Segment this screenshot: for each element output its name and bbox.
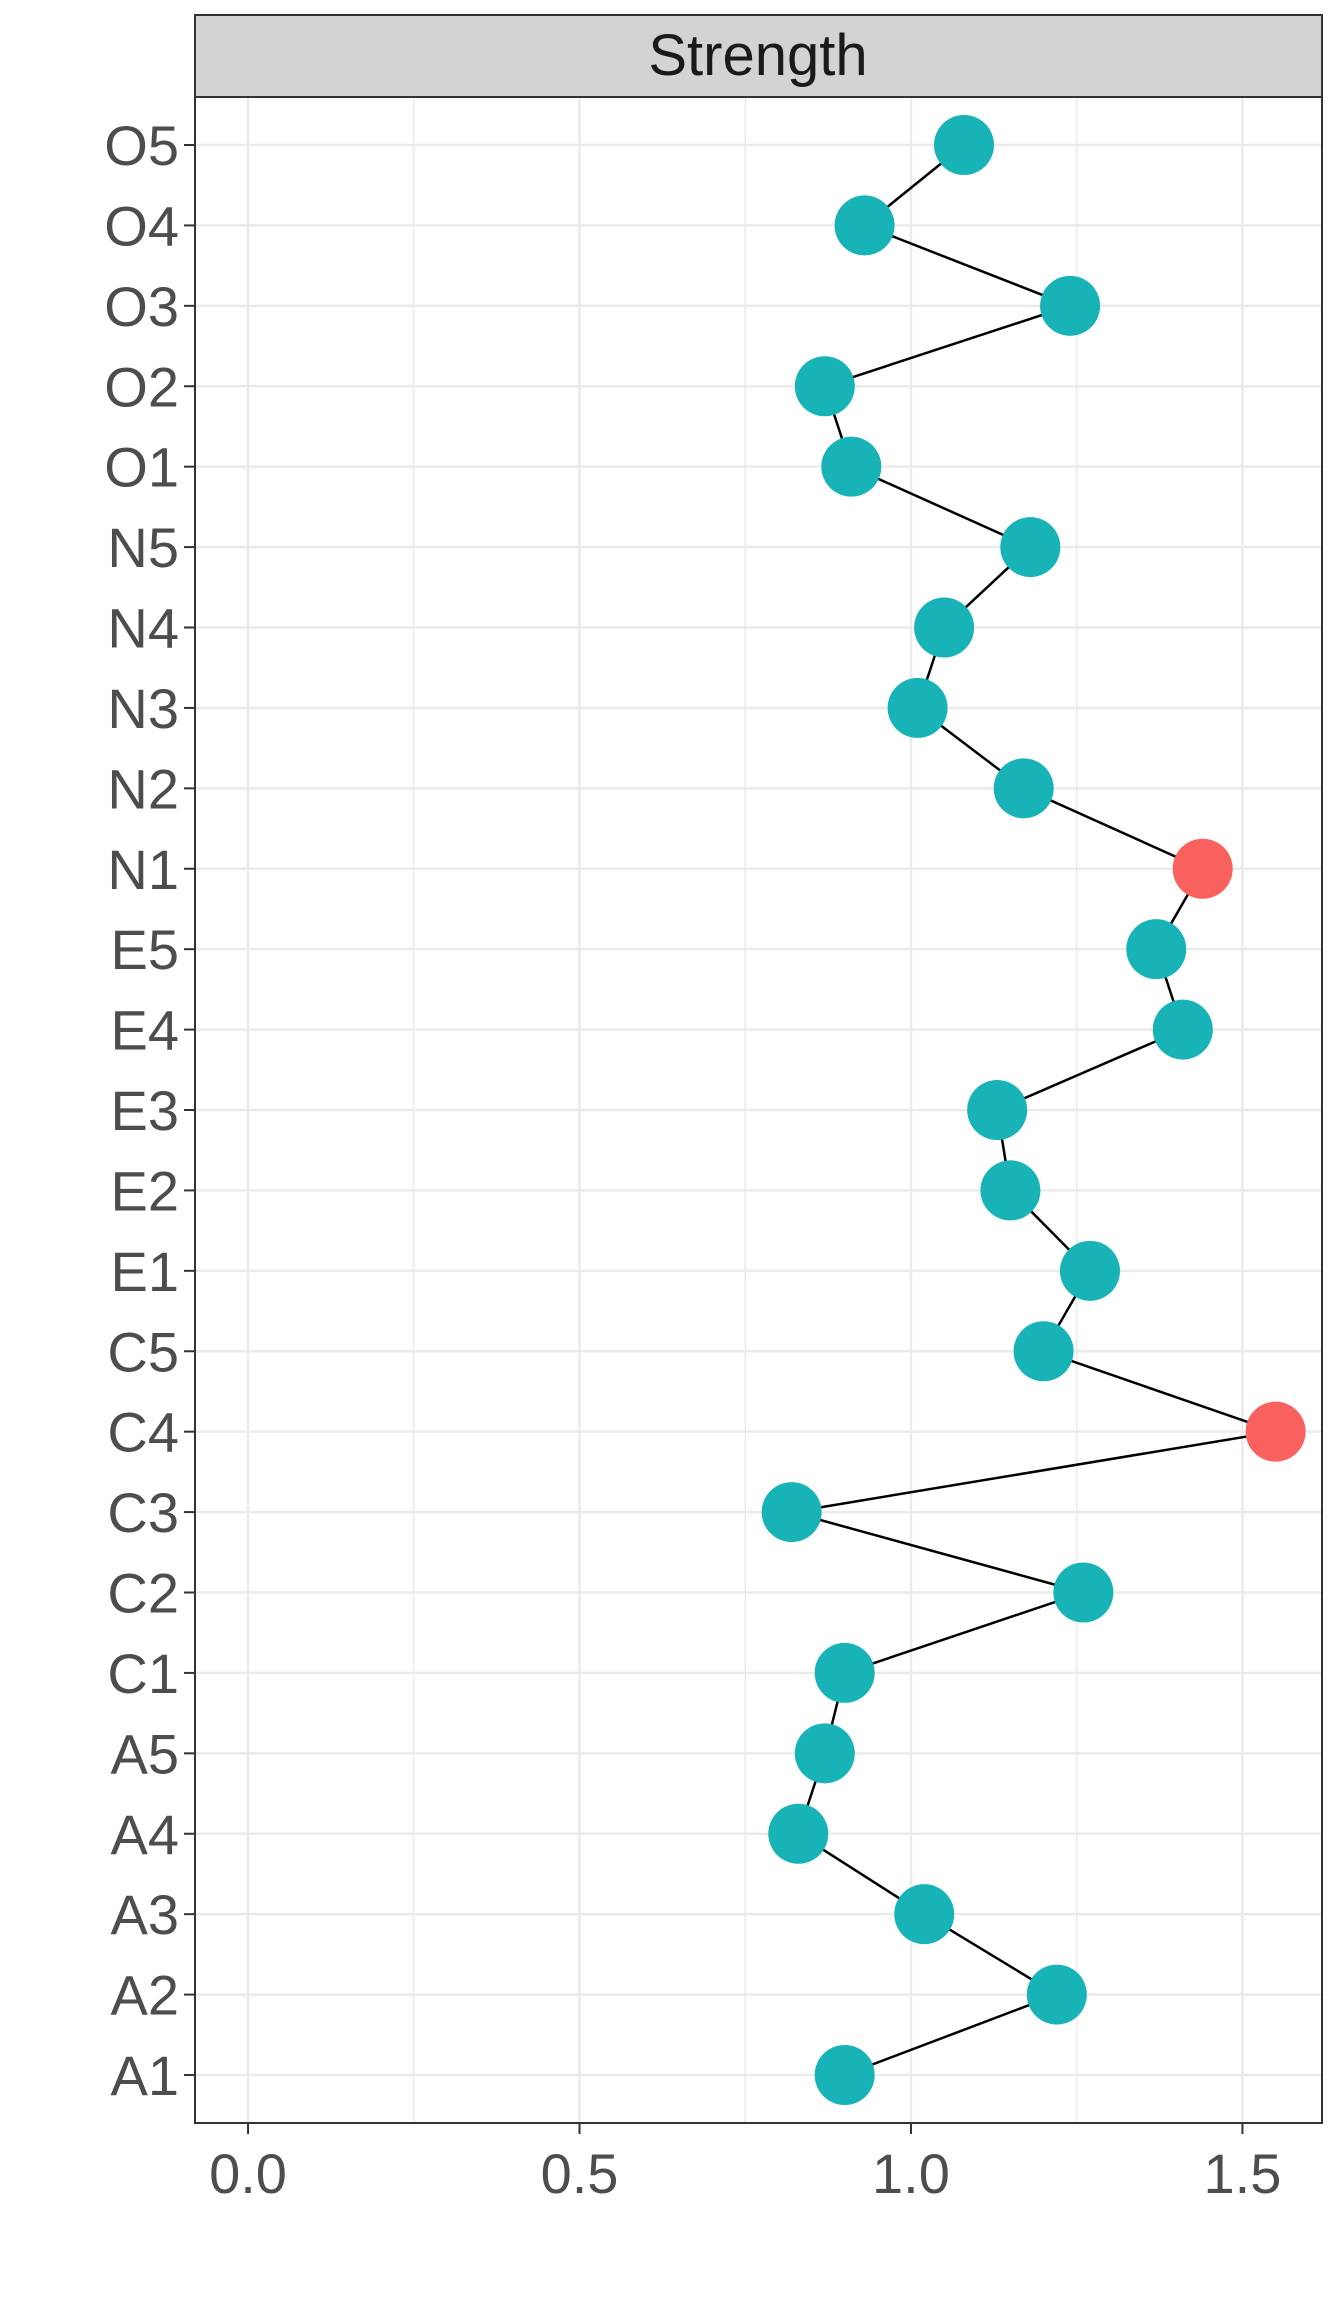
- x-tick-label: 1.0: [872, 2142, 950, 2205]
- data-point-e1: [1059, 1240, 1120, 1301]
- y-tick-label: E3: [111, 1079, 180, 1142]
- data-point-o2: [794, 356, 855, 417]
- data-points: [761, 115, 1306, 2105]
- y-tick-label: O2: [104, 355, 179, 418]
- facet-strip: Strength: [194, 14, 1323, 98]
- major-gridlines: [195, 97, 1322, 2123]
- data-point-n3: [887, 677, 948, 738]
- y-tick-label: N2: [107, 757, 179, 820]
- y-tick-label: A1: [111, 2044, 180, 2107]
- y-tick-label: C4: [107, 1401, 179, 1464]
- data-point-c1: [814, 1642, 875, 1703]
- y-tick-label: O3: [104, 275, 179, 338]
- x-tick-label: 1.5: [1204, 2142, 1282, 2205]
- data-point-o1: [821, 436, 882, 497]
- y-tick-label: O1: [104, 436, 179, 499]
- data-point-c3: [761, 1482, 822, 1543]
- data-point-a2: [1026, 1964, 1087, 2025]
- y-tick-label: O5: [104, 114, 179, 177]
- data-point-n5: [1000, 517, 1061, 578]
- x-axis: 0.0 0.5 1.0 1.5: [209, 2123, 1281, 2205]
- data-point-c5: [1013, 1321, 1074, 1382]
- data-point-c4: [1245, 1401, 1306, 1462]
- facet-title: Strength: [648, 23, 867, 88]
- y-tick-label: E4: [111, 999, 180, 1062]
- y-tick-label: A4: [111, 1803, 180, 1866]
- data-point-n2: [993, 758, 1054, 819]
- y-tick-label: E5: [111, 918, 180, 981]
- data-point-a1: [814, 2045, 875, 2105]
- y-axis: A1 A2 A3 A4 A5 C1 C2 C3 C4 C5 E1 E2 E3 E4 E5 N1 N2 N3 N4 N5…: [104, 114, 195, 2107]
- x-tick-label: 0.5: [541, 2142, 619, 2205]
- data-point-n1: [1172, 838, 1233, 899]
- y-tick-label: N4: [107, 597, 179, 660]
- data-point-e4: [1152, 999, 1213, 1060]
- y-tick-label: C5: [107, 1320, 179, 1383]
- y-tick-label: E1: [111, 1240, 180, 1303]
- y-tick-label: C3: [107, 1481, 179, 1544]
- y-tick-label: E2: [111, 1159, 180, 1222]
- plot-panel: [194, 96, 1323, 2124]
- y-tick-label: O4: [104, 194, 179, 257]
- x-tick-label: 0.0: [209, 2142, 287, 2205]
- y-tick-label: N3: [107, 677, 179, 740]
- y-tick-label: C1: [107, 1642, 179, 1705]
- data-point-a3: [894, 1884, 955, 1945]
- data-point-e5: [1126, 919, 1187, 980]
- y-tick-label: A2: [111, 1964, 180, 2027]
- data-point-o3: [1040, 275, 1101, 336]
- data-point-c2: [1053, 1562, 1114, 1623]
- data-point-a5: [794, 1723, 855, 1784]
- y-tick-label: A3: [111, 1883, 180, 1946]
- data-point-o4: [834, 195, 895, 256]
- y-tick-label: A5: [111, 1722, 180, 1785]
- y-tick-label: C2: [107, 1562, 179, 1625]
- y-tick-label: N1: [107, 838, 179, 901]
- y-tick-label: N5: [107, 516, 179, 579]
- data-point-a4: [768, 1803, 829, 1864]
- data-point-o5: [934, 115, 995, 175]
- data-point-e2: [980, 1160, 1041, 1221]
- data-point-n4: [914, 597, 975, 658]
- data-point-e3: [967, 1080, 1028, 1140]
